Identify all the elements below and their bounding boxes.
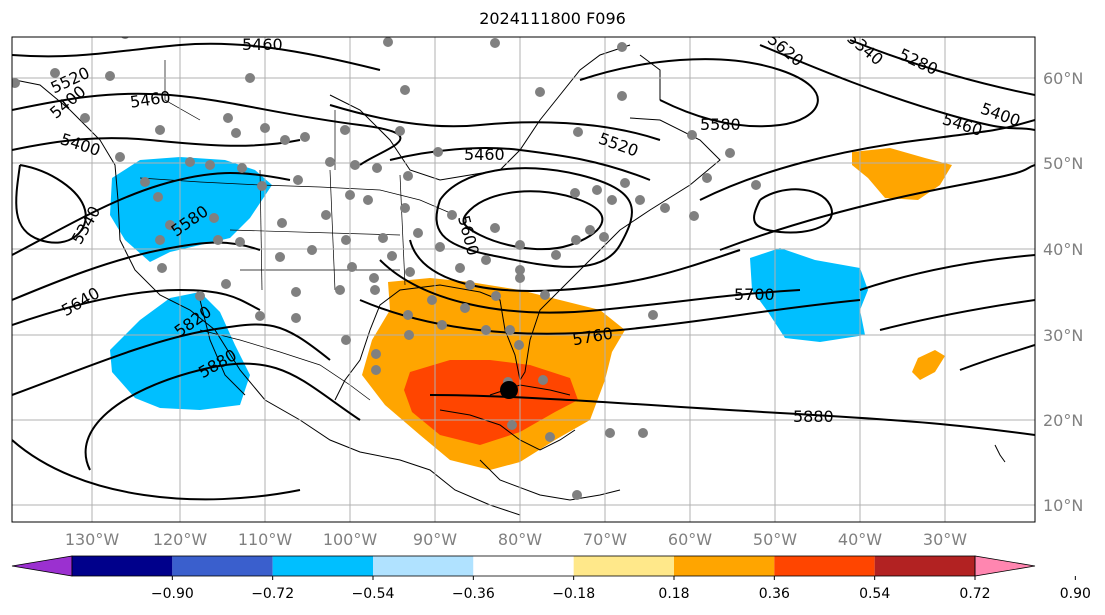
contour-label: 5400 [978, 99, 1023, 131]
colorbar-tick-label: −0.72 [251, 586, 294, 602]
lat-label: 20°N [1043, 411, 1083, 430]
lon-label: 30°W [923, 530, 967, 549]
colorbar-segment [874, 556, 975, 576]
contour-label: 5460 [129, 87, 172, 111]
colorbar-tick-label: −0.18 [552, 586, 595, 602]
colorbar-tick-label: 0.90 [1060, 586, 1091, 602]
lat-label: 10°N [1043, 496, 1083, 515]
map-title: 2024111800 F096 [479, 9, 626, 28]
longitude-labels: 130°W 120°W 110°W 100°W 90°W 80°W 70°W 6… [65, 530, 967, 549]
lon-label: 120°W [153, 530, 208, 549]
colorbar-extend-max [974, 555, 1036, 577]
colorbar-segment [373, 556, 474, 576]
lat-label: 30°N [1043, 326, 1083, 345]
contour-label: 5580 [700, 115, 741, 134]
lat-label: 50°N [1043, 154, 1083, 173]
latitude-labels: 10°N 20°N 30°N 40°N 50°N 60°N [1043, 69, 1083, 515]
lon-label: 100°W [323, 530, 378, 549]
lon-label: 130°W [65, 530, 120, 549]
colorbar-tick-label: −0.90 [151, 586, 194, 602]
colorbar-segment [72, 556, 173, 576]
lon-label: 80°W [498, 530, 542, 549]
orange-area-small-atlantic [912, 350, 945, 380]
lon-label: 60°W [668, 530, 712, 549]
contour-label: 5880 [793, 407, 834, 426]
colorbar-segment [473, 556, 574, 576]
colorbar-tick-label: 0.36 [759, 586, 790, 602]
station-markers [12, 37, 761, 500]
lon-label: 90°W [413, 530, 457, 549]
colorbar-tick-label: 0.18 [658, 586, 689, 602]
contour-label: 5460 [464, 145, 505, 164]
lon-label: 70°W [583, 530, 627, 549]
contour-label: 5600 [454, 213, 483, 257]
colorbar: −0.90 −0.72 −0.54 −0.36 −0.18 0.18 0.36 0.54 0.7… [11, 555, 1091, 602]
colorbar-segment [172, 556, 273, 576]
colorbar-extend-min [11, 555, 73, 577]
contour-label: 5640 [58, 283, 103, 320]
map-frame [11, 36, 1036, 523]
colorbar-segment [272, 556, 373, 576]
lat-label: 40°N [1043, 240, 1083, 259]
orange-area-north-atlantic [852, 148, 952, 200]
blue-area-atlantic [750, 248, 868, 342]
colorbar-frame [71, 555, 976, 577]
colorbar-tick-label: 0.54 [859, 586, 890, 602]
contour-label: 5340 [843, 28, 886, 69]
height-contours [12, 39, 1035, 501]
lon-label: 50°W [753, 530, 797, 549]
colorbar-tick-label: −0.36 [452, 586, 495, 602]
lon-label: 40°W [838, 530, 882, 549]
contour-label: 5460 [242, 35, 283, 54]
contour-label: 5400 [58, 129, 103, 160]
colorbar-segment [674, 556, 775, 576]
lat-label: 60°N [1043, 69, 1083, 88]
colorbar-segment [774, 556, 875, 576]
colorbar-tick-label: −0.54 [352, 586, 395, 602]
red-area-gulf [404, 360, 578, 445]
shaded-anomaly-fields [110, 148, 952, 470]
colorbar-segment [573, 556, 674, 576]
colorbar-tick-label: 0.72 [959, 586, 990, 602]
contour-label: 5340 [68, 203, 105, 248]
contour-label: 5280 [896, 45, 941, 79]
contour-label: 5700 [734, 285, 775, 304]
lon-label: 110°W [238, 530, 293, 549]
storm-center-marker [500, 381, 518, 399]
